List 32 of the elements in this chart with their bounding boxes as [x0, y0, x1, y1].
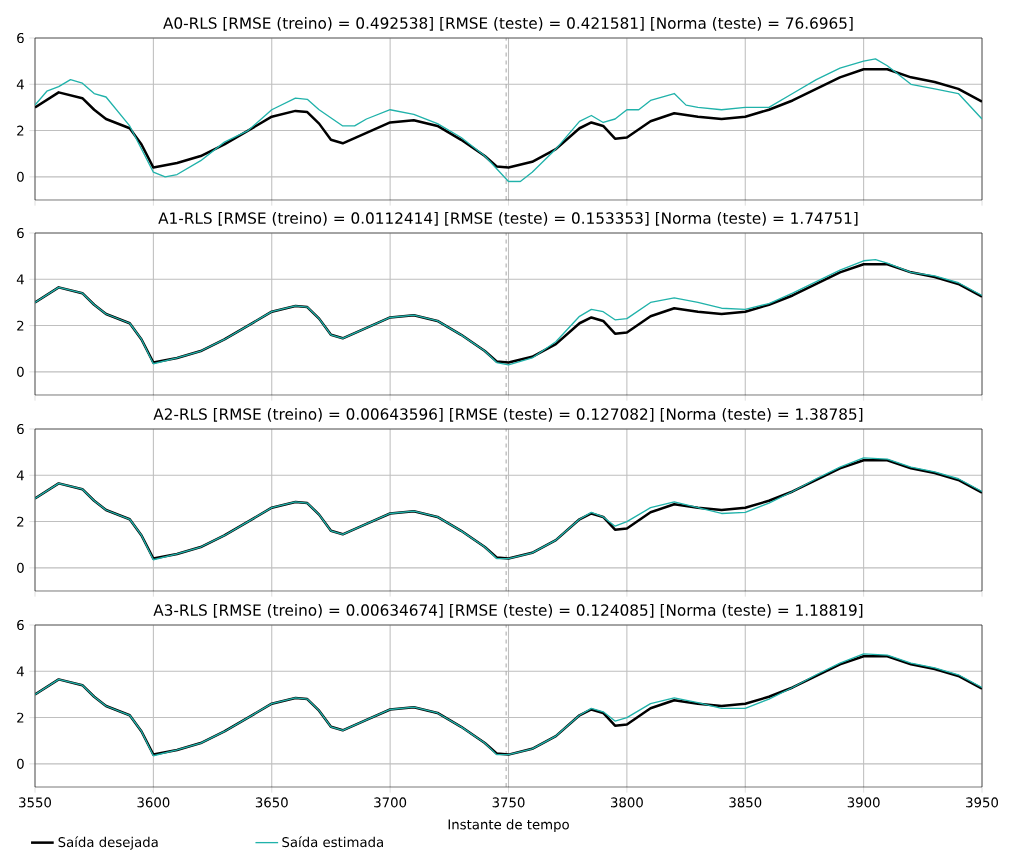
y-tick-label: 4	[16, 470, 24, 481]
y-tick-label: 6	[17, 227, 24, 239]
x-tick-label: 3550	[19, 797, 52, 808]
legend-label: Saída desejada	[58, 836, 158, 850]
y-tick-label: 4	[16, 274, 24, 285]
x-tick-label: 3850	[729, 797, 762, 808]
y-tick-label: 0	[17, 758, 24, 769]
x-tick-label: 3700	[374, 797, 407, 808]
chart-title: A2-RLS [RMSE (treino) = 0.00643596] [RMSE (teste) = 0.127082] [Norma (teste) = 1.38785]	[153, 408, 863, 422]
x-tick-label: 3800	[611, 797, 643, 808]
chart-title: A3-RLS [RMSE (treino) = 0.00634674] [RMSE (teste) = 0.124085] [Norma (teste) = 1.18819]	[153, 604, 863, 618]
x-tick-label: 3650	[255, 797, 288, 808]
y-tick-label: 0	[17, 171, 24, 182]
legend-label: Saída estimada	[282, 836, 383, 848]
y-tick-label: 4	[16, 666, 24, 677]
x-tick-label: 3950	[966, 797, 999, 808]
y-tick-label: 6	[17, 619, 24, 631]
y-tick-label: 0	[17, 366, 24, 377]
y-tick-label: 2	[17, 125, 24, 136]
y-tick-label: 2	[17, 516, 24, 527]
x-tick-label: 3600	[137, 797, 170, 808]
chart-title: A0-RLS [RMSE (treino) = 0.492538] [RMSE (teste) = 0.421581] [Norma (teste) = 76.6965]	[163, 17, 853, 31]
y-tick-label: 6	[17, 423, 24, 435]
chart-title: A1-RLS [RMSE (treino) = 0.0112414] [RMSE (teste) = 0.153353] [Norma (teste) = 1.74751]	[158, 212, 858, 226]
y-tick-label: 4	[16, 79, 24, 90]
y-tick-label: 6	[17, 32, 24, 44]
y-tick-label: 2	[17, 712, 24, 723]
x-tick-label: 3900	[847, 797, 880, 808]
x-axis-title: Instante de tempo	[448, 819, 569, 833]
y-tick-label: 0	[17, 562, 24, 573]
y-tick-label: 2	[17, 320, 24, 331]
x-tick-label: 3750	[492, 797, 525, 808]
